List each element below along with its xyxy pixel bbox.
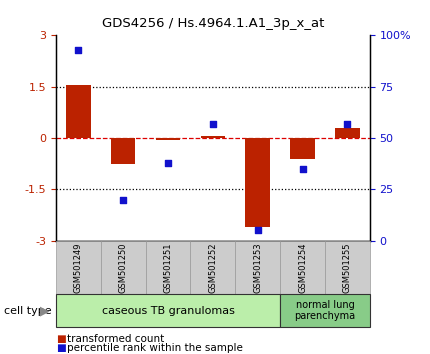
Text: caseous TB granulomas: caseous TB granulomas (101, 306, 234, 316)
Bar (66, 85, 91, 138)
Point (299, 166, 306, 172)
Point (209, 121, 216, 126)
Text: cell type: cell type (4, 306, 52, 316)
Bar (200, 136, 225, 138)
Point (165, 160, 172, 166)
Point (120, 197, 126, 202)
Point (344, 121, 351, 126)
Text: GSM501251: GSM501251 (163, 242, 172, 292)
Text: GSM501254: GSM501254 (298, 242, 307, 292)
Text: transformed count: transformed count (67, 334, 164, 344)
Bar (111, 138, 135, 164)
Title: GDS4256 / Hs.4964.1.A1_3p_x_at: GDS4256 / Hs.4964.1.A1_3p_x_at (101, 17, 324, 30)
Text: ■: ■ (56, 343, 66, 353)
Bar (335, 128, 360, 138)
Bar (156, 138, 180, 140)
Text: GSM501249: GSM501249 (74, 242, 83, 292)
Point (75, 47, 82, 53)
Text: ■: ■ (56, 334, 66, 344)
Text: GSM501252: GSM501252 (209, 242, 217, 292)
Text: normal lung
parenchyma: normal lung parenchyma (295, 300, 356, 321)
Text: GSM501255: GSM501255 (343, 242, 352, 292)
Bar (290, 138, 315, 159)
Text: GSM501253: GSM501253 (253, 242, 262, 293)
Text: GSM501250: GSM501250 (119, 242, 128, 292)
Text: percentile rank within the sample: percentile rank within the sample (67, 343, 243, 353)
Text: ▶: ▶ (40, 304, 50, 317)
Bar (246, 138, 270, 227)
Point (254, 228, 261, 233)
